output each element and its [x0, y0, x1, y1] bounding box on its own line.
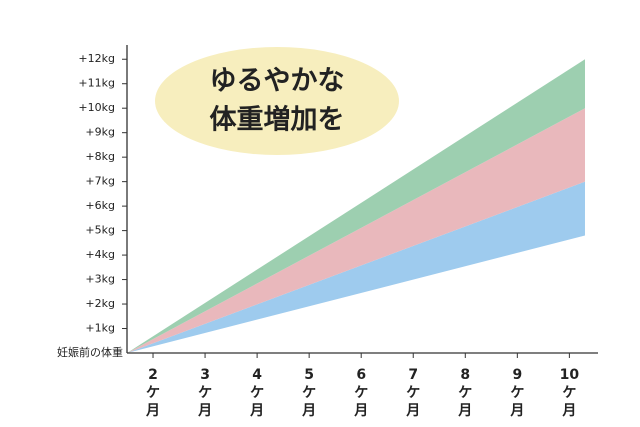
x-tick-unit: 月 — [249, 403, 264, 419]
area-band — [127, 181, 585, 353]
y-tick-label: +9kg — [85, 126, 115, 139]
x-tick-unit: 月 — [145, 403, 160, 419]
x-tick-unit: ケ — [146, 385, 160, 401]
y-tick-label: +7kg — [85, 175, 115, 188]
x-tick-label: 10 — [560, 367, 580, 383]
y-tick-label: +1kg — [85, 322, 115, 335]
x-tick-unit: 月 — [509, 403, 524, 419]
x-tick-unit: 月 — [561, 403, 576, 419]
x-tick-unit: ケ — [406, 385, 420, 401]
x-tick-unit: ケ — [198, 385, 212, 401]
x-tick-label: 3 — [200, 367, 210, 383]
y-tick-label: +2kg — [85, 297, 115, 310]
x-tick-unit: 月 — [197, 403, 212, 419]
y-tick-label: +5kg — [85, 224, 115, 237]
title-bubble — [155, 47, 399, 155]
x-tick-label: 7 — [408, 367, 418, 383]
x-tick-unit: ケ — [510, 385, 524, 401]
chart-title: 体重増加を — [210, 104, 345, 136]
y-tick-label: 妊娠前の体重 — [57, 345, 123, 359]
x-tick-label: 5 — [304, 367, 314, 383]
y-tick-label: +3kg — [85, 273, 115, 286]
area-band — [127, 59, 585, 354]
area-band — [127, 108, 585, 353]
y-tick-label: +8kg — [85, 150, 115, 163]
x-tick-unit: ケ — [354, 385, 368, 401]
y-tick-label: +11kg — [78, 77, 115, 90]
x-tick-label: 9 — [512, 367, 522, 383]
x-tick-label: 6 — [356, 367, 366, 383]
y-tick-label: +4kg — [85, 248, 115, 261]
y-tick-label: +12kg — [78, 52, 115, 65]
x-tick-label: 2 — [148, 367, 158, 383]
x-tick-label: 4 — [252, 367, 262, 383]
x-tick-unit: 月 — [353, 403, 368, 419]
x-tick-unit: 月 — [301, 403, 316, 419]
y-tick-label: +6kg — [85, 199, 115, 212]
y-tick-label: +10kg — [78, 101, 115, 114]
x-tick-unit: ケ — [302, 385, 316, 401]
chart-title: ゆるやかな — [210, 66, 345, 97]
x-tick-unit: 月 — [405, 403, 420, 419]
x-tick-unit: 月 — [457, 403, 472, 419]
x-tick-unit: ケ — [458, 385, 472, 401]
x-tick-unit: ケ — [562, 385, 576, 401]
x-tick-label: 8 — [460, 367, 470, 383]
x-tick-unit: ケ — [250, 385, 264, 401]
